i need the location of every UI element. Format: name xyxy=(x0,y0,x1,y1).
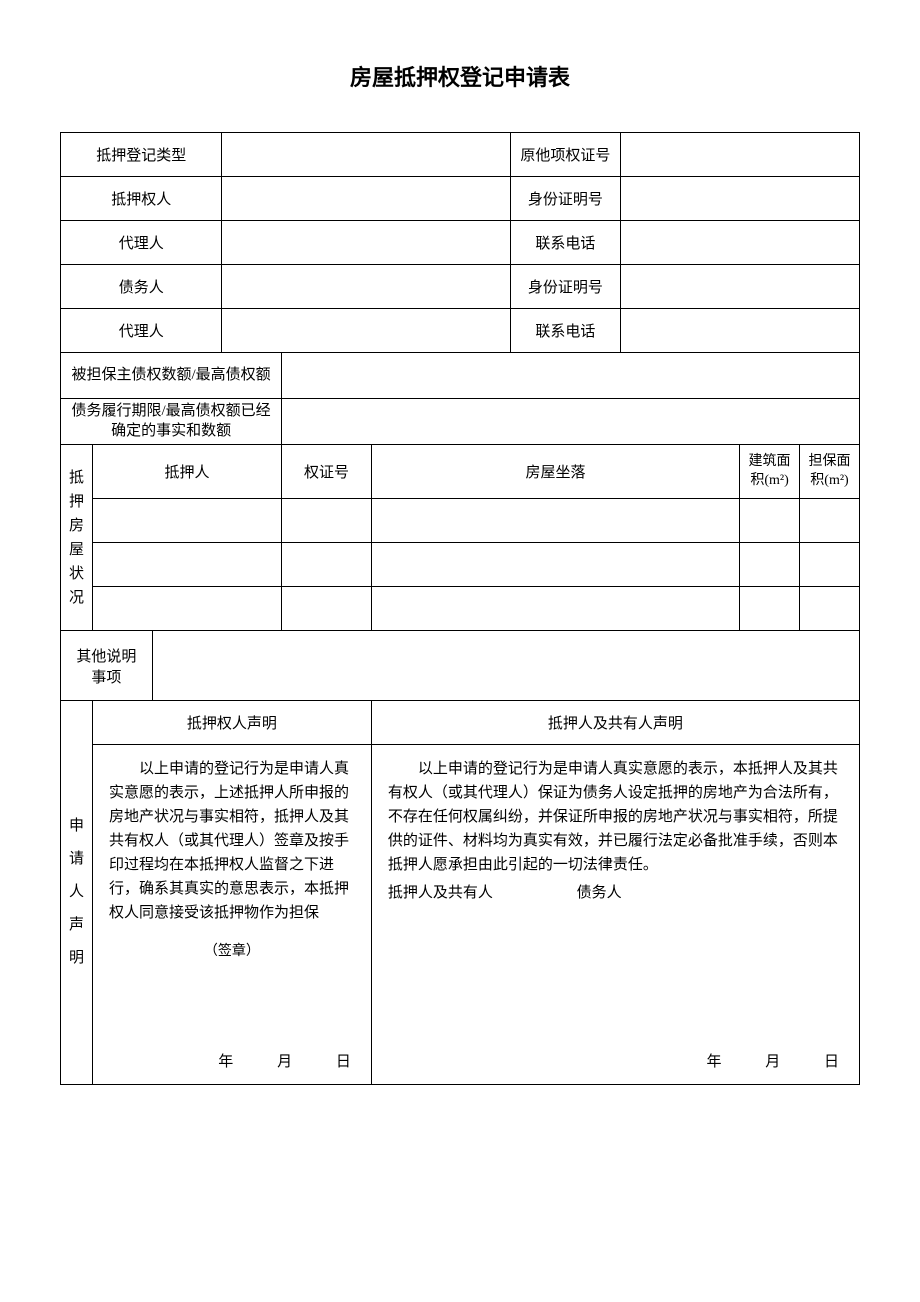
agent1-phone-label: 联系电话 xyxy=(511,221,621,265)
orig-cert-field[interactable] xyxy=(620,133,859,177)
table-row xyxy=(61,543,860,587)
secured-amount-label: 被担保主债权数额/最高债权额 xyxy=(61,353,282,399)
prop-mortgagor-3[interactable] xyxy=(92,587,281,631)
prop-certno-3[interactable] xyxy=(282,587,372,631)
prop-location-1[interactable] xyxy=(371,499,739,543)
agent2-phone-label: 联系电话 xyxy=(511,309,621,353)
page-title: 房屋抵押权登记申请表 xyxy=(60,60,860,92)
prop-securedarea-2[interactable] xyxy=(800,543,860,587)
prop-location-2[interactable] xyxy=(371,543,739,587)
agent1-label: 代理人 xyxy=(61,221,222,265)
perform-period-field[interactable] xyxy=(282,399,860,445)
decl-left-date: 年 月 日 xyxy=(178,1050,351,1074)
decl-right-text: 以上申请的登记行为是申请人真实意愿的表示，本抵押人及其共有权人（或其代理人）保证… xyxy=(388,757,843,877)
debtor-id-field[interactable] xyxy=(620,265,859,309)
decl-right-title: 抵押人及共有人声明 xyxy=(371,701,859,745)
prop-securedarea-3[interactable] xyxy=(800,587,860,631)
agent1-phone-field[interactable] xyxy=(620,221,859,265)
reg-type-field[interactable] xyxy=(222,133,511,177)
debtor-field[interactable] xyxy=(222,265,511,309)
prop-mortgagor-1[interactable] xyxy=(92,499,281,543)
table-row xyxy=(61,587,860,631)
mortgagee-label: 抵押权人 xyxy=(61,177,222,221)
agent2-phone-field[interactable] xyxy=(620,309,859,353)
secured-amount-field[interactable] xyxy=(282,353,860,399)
prop-certno-header: 权证号 xyxy=(282,445,372,499)
other-notes-field[interactable] xyxy=(152,631,859,701)
prop-certno-1[interactable] xyxy=(282,499,372,543)
prop-buildarea-3[interactable] xyxy=(740,587,800,631)
declaration-side-label: 申请人声明 xyxy=(61,701,93,1085)
perform-period-label: 债务履行期限/最高债权额已经确定的事实和数额 xyxy=(61,399,282,445)
debtor-id-label: 身份证明号 xyxy=(511,265,621,309)
other-notes-label: 其他说明事项 xyxy=(61,631,153,701)
agent2-label: 代理人 xyxy=(61,309,222,353)
decl-left-text: 以上申请的登记行为是申请人真实意愿的表示，上述抵押人所申报的房地产状况与事实相符… xyxy=(109,757,355,925)
prop-buildarea-2[interactable] xyxy=(740,543,800,587)
decl-left-title: 抵押权人声明 xyxy=(92,701,371,745)
decl-right-body: 以上申请的登记行为是申请人真实意愿的表示，本抵押人及其共有权人（或其代理人）保证… xyxy=(371,745,859,1085)
orig-cert-label: 原他项权证号 xyxy=(511,133,621,177)
debtor-label: 债务人 xyxy=(61,265,222,309)
prop-certno-2[interactable] xyxy=(282,543,372,587)
form-table: 抵押登记类型 原他项权证号 抵押权人 身份证明号 代理人 联系电话 债务人 身份… xyxy=(60,132,860,1085)
prop-securedarea-header: 担保面积(m²) xyxy=(800,445,860,499)
agent1-field[interactable] xyxy=(222,221,511,265)
decl-left-body: 以上申请的登记行为是申请人真实意愿的表示，上述抵押人所申报的房地产状况与事实相符… xyxy=(92,745,371,1085)
prop-location-3[interactable] xyxy=(371,587,739,631)
mortgagee-field[interactable] xyxy=(222,177,511,221)
prop-securedarea-1[interactable] xyxy=(800,499,860,543)
decl-left-seal: （签章） xyxy=(109,941,355,963)
table-row xyxy=(61,499,860,543)
prop-buildarea-header: 建筑面积(m²) xyxy=(740,445,800,499)
mortgagee-id-label: 身份证明号 xyxy=(511,177,621,221)
prop-mortgagor-2[interactable] xyxy=(92,543,281,587)
decl-right-sig: 抵押人及共有人 债务人 xyxy=(388,881,843,905)
prop-location-header: 房屋坐落 xyxy=(371,445,739,499)
agent2-field[interactable] xyxy=(222,309,511,353)
prop-buildarea-1[interactable] xyxy=(740,499,800,543)
reg-type-label: 抵押登记类型 xyxy=(61,133,222,177)
prop-mortgagor-header: 抵押人 xyxy=(92,445,281,499)
property-side-label: 抵押房屋状况 xyxy=(61,445,93,631)
decl-right-date: 年 月 日 xyxy=(666,1050,839,1074)
mortgagee-id-field[interactable] xyxy=(620,177,859,221)
